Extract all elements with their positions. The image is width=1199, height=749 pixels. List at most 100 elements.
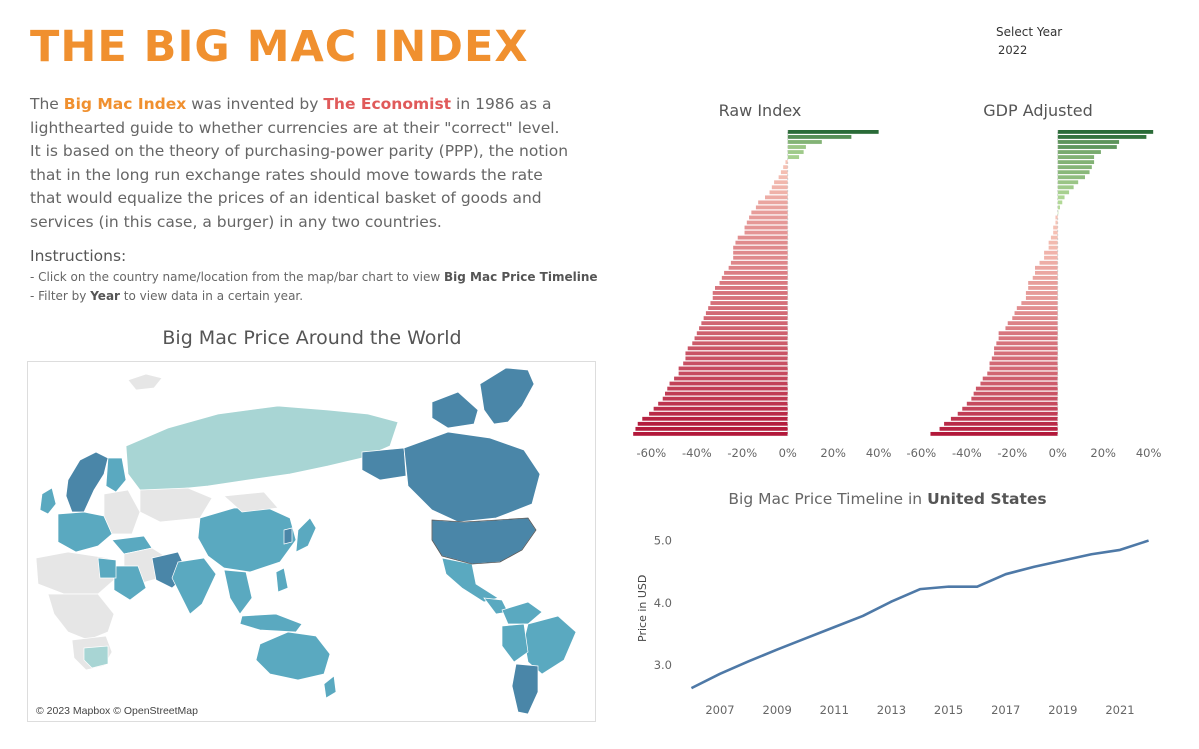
- map-region-canada[interactable]: [403, 431, 541, 523]
- bar-gdp-25[interactable]: [1044, 255, 1058, 260]
- bar-raw-28[interactable]: [724, 270, 788, 275]
- bar-raw-31[interactable]: [715, 286, 788, 290]
- bar-gdp-21[interactable]: [1050, 235, 1058, 240]
- bar-gdp-23[interactable]: [1048, 245, 1058, 250]
- bar-gdp-57[interactable]: [950, 416, 1058, 421]
- map-region-uk[interactable]: [39, 487, 57, 515]
- map-region-new-zealand[interactable]: [323, 675, 337, 699]
- bar-gdp-28[interactable]: [1035, 270, 1058, 275]
- bar-raw-14[interactable]: [758, 200, 788, 205]
- gdp-adjusted-chart[interactable]: -60% -40% -20% 0% 20% 40%: [900, 125, 1170, 470]
- map-region-arctic-canada[interactable]: [431, 391, 479, 429]
- bar-gdp-38[interactable]: [1007, 321, 1058, 326]
- price-point[interactable]: [1145, 537, 1153, 545]
- bar-raw-12[interactable]: [769, 190, 788, 195]
- map-region-egypt[interactable]: [97, 557, 117, 579]
- bar-gdp-0[interactable]: [1057, 130, 1154, 134]
- bar-raw-18[interactable]: [746, 220, 788, 225]
- bar-gdp-4[interactable]: [1057, 150, 1101, 154]
- bar-raw-50[interactable]: [669, 381, 788, 386]
- bar-raw-57[interactable]: [642, 416, 788, 421]
- map-region-finland[interactable]: [105, 457, 127, 493]
- bar-gdp-1[interactable]: [1057, 135, 1147, 139]
- bar-raw-56[interactable]: [649, 411, 788, 416]
- bar-raw-0[interactable]: [787, 130, 879, 134]
- bar-raw-46[interactable]: [683, 361, 788, 366]
- bar-raw-10[interactable]: [774, 180, 788, 185]
- bar-gdp-15[interactable]: [1057, 205, 1060, 210]
- bar-gdp-22[interactable]: [1048, 240, 1058, 245]
- bar-raw-7[interactable]: [783, 165, 788, 170]
- year-filter-dropdown[interactable]: 2022: [998, 43, 1028, 57]
- bar-gdp-2[interactable]: [1057, 140, 1120, 144]
- bar-gdp-18[interactable]: [1055, 220, 1058, 225]
- bar-gdp-50[interactable]: [980, 381, 1058, 386]
- bar-raw-35[interactable]: [708, 306, 788, 310]
- bar-raw-20[interactable]: [744, 230, 788, 235]
- bar-raw-53[interactable]: [662, 396, 788, 401]
- map-region-southeast-asia[interactable]: [223, 569, 253, 615]
- map-region-north-africa[interactable]: [35, 551, 115, 595]
- bar-gdp-46[interactable]: [989, 361, 1058, 366]
- bar-gdp-40[interactable]: [998, 331, 1058, 336]
- bar-raw-38[interactable]: [701, 321, 788, 326]
- bar-gdp-16[interactable]: [1057, 210, 1059, 215]
- bar-gdp-51[interactable]: [975, 386, 1058, 391]
- map-region-western-europe[interactable]: [57, 511, 113, 553]
- bar-raw-2[interactable]: [787, 140, 822, 144]
- bar-gdp-33[interactable]: [1025, 296, 1058, 300]
- bar-raw-21[interactable]: [737, 235, 788, 240]
- bar-gdp-20[interactable]: [1053, 230, 1058, 235]
- bar-raw-36[interactable]: [705, 311, 788, 316]
- price-point[interactable]: [916, 585, 924, 593]
- bar-gdp-52[interactable]: [973, 391, 1058, 396]
- bar-gdp-42[interactable]: [996, 341, 1058, 346]
- bar-gdp-59[interactable]: [939, 426, 1058, 431]
- bar-raw-9[interactable]: [778, 175, 788, 180]
- bar-raw-22[interactable]: [735, 240, 788, 245]
- bar-raw-58[interactable]: [637, 421, 788, 426]
- bar-raw-43[interactable]: [687, 346, 788, 351]
- bar-raw-29[interactable]: [721, 275, 788, 280]
- bar-raw-19[interactable]: [744, 225, 788, 230]
- bar-gdp-12[interactable]: [1057, 190, 1070, 195]
- bar-raw-59[interactable]: [635, 426, 788, 431]
- map-region-saudi-arabia[interactable]: [113, 565, 147, 601]
- map-region-peru[interactable]: [501, 623, 529, 663]
- bar-raw-23[interactable]: [733, 245, 788, 250]
- bar-gdp-32[interactable]: [1025, 291, 1058, 295]
- bar-raw-1[interactable]: [787, 135, 852, 139]
- bar-raw-49[interactable]: [674, 376, 788, 381]
- bar-gdp-29[interactable]: [1032, 275, 1058, 280]
- bar-raw-32[interactable]: [712, 291, 788, 295]
- bar-raw-52[interactable]: [665, 391, 788, 396]
- bar-gdp-37[interactable]: [1012, 316, 1058, 321]
- map-region-korea[interactable]: [283, 527, 293, 545]
- bar-gdp-9[interactable]: [1057, 175, 1085, 180]
- price-point[interactable]: [973, 583, 981, 591]
- world-map[interactable]: © 2023 Mapbox © OpenStreetMap: [27, 361, 596, 722]
- price-point[interactable]: [745, 657, 753, 665]
- map-region-china[interactable]: [197, 507, 297, 573]
- bar-raw-4[interactable]: [787, 150, 804, 154]
- map-region-central-africa[interactable]: [47, 593, 115, 641]
- bar-gdp-19[interactable]: [1053, 225, 1058, 230]
- price-point[interactable]: [945, 583, 953, 591]
- bar-raw-27[interactable]: [728, 265, 788, 270]
- bar-raw-54[interactable]: [658, 401, 788, 406]
- map-region-south-africa[interactable]: [83, 645, 109, 669]
- bar-raw-30[interactable]: [719, 280, 788, 285]
- bar-raw-47[interactable]: [678, 366, 788, 371]
- bar-raw-40[interactable]: [696, 331, 788, 336]
- bar-raw-34[interactable]: [710, 301, 788, 305]
- bar-gdp-11[interactable]: [1057, 185, 1074, 190]
- bar-gdp-3[interactable]: [1057, 145, 1117, 149]
- bar-raw-41[interactable]: [694, 336, 788, 341]
- bar-gdp-13[interactable]: [1057, 195, 1065, 200]
- map-region-eastern-europe[interactable]: [103, 489, 141, 535]
- timeline-chart[interactable]: 3.0 4.0 5.0 2007 2009 2011 2013 2015 2017 2019 202…: [640, 520, 1170, 720]
- bar-raw-5[interactable]: [787, 155, 800, 159]
- bar-raw-8[interactable]: [780, 170, 788, 175]
- bar-raw-60[interactable]: [633, 431, 788, 436]
- bar-gdp-48[interactable]: [987, 371, 1058, 376]
